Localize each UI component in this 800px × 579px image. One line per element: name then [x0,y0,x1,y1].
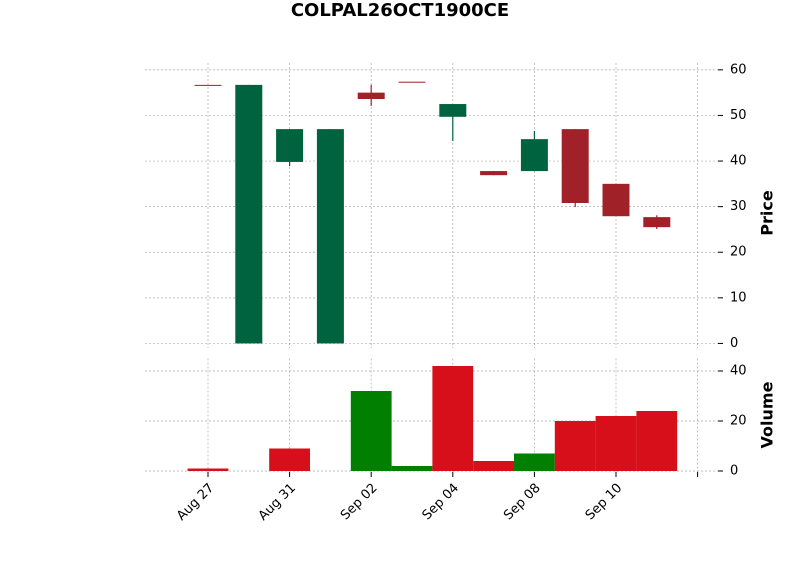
volume-tick-label: 20 [730,414,747,429]
x-tick-label: Sep 08 [501,481,544,524]
y-tick-label: 20 [730,245,747,260]
volume-bar [473,461,514,471]
candle-body [561,129,589,203]
y-tick-label: 50 [730,108,747,123]
candle-body [480,171,508,176]
volume-bar [554,421,596,471]
candle-body [194,84,222,86]
y-tick-label: 10 [730,290,747,305]
volume-bar [432,366,474,471]
y-axis-label: Price [758,190,777,236]
candle-body [439,104,467,117]
candle-body [235,84,263,344]
volume-bar [595,416,637,471]
candle-body [398,81,426,83]
chart-title: COLPAL26OCT1900CE [291,0,509,21]
x-tick-label: Sep 10 [583,481,626,524]
volume-bar [269,448,310,471]
candle-body [276,129,304,162]
y-tick-label: 0 [730,336,738,351]
candle-body [520,139,548,172]
volume-bar [350,391,392,471]
candle-body [643,217,671,228]
volume-bar [636,411,678,471]
candle-body [602,183,630,217]
volume-bar [391,466,433,471]
y-tick-label: 30 [730,199,747,214]
x-tick-label: Sep 04 [420,481,463,524]
volume-tick-label: 0 [730,464,738,479]
volume-axis-label: Volume [758,381,777,448]
y-tick-label: 40 [730,154,747,169]
y-tick-label: 60 [730,62,747,77]
candle-body [357,92,385,100]
x-tick-label: Sep 02 [338,481,381,524]
volume-bar [514,453,555,471]
x-tick-label: Aug 31 [256,481,299,524]
candle-body [316,129,344,344]
volume-bar [187,468,229,471]
volume-tick-label: 40 [730,364,747,379]
x-tick-label: Aug 27 [174,481,217,524]
